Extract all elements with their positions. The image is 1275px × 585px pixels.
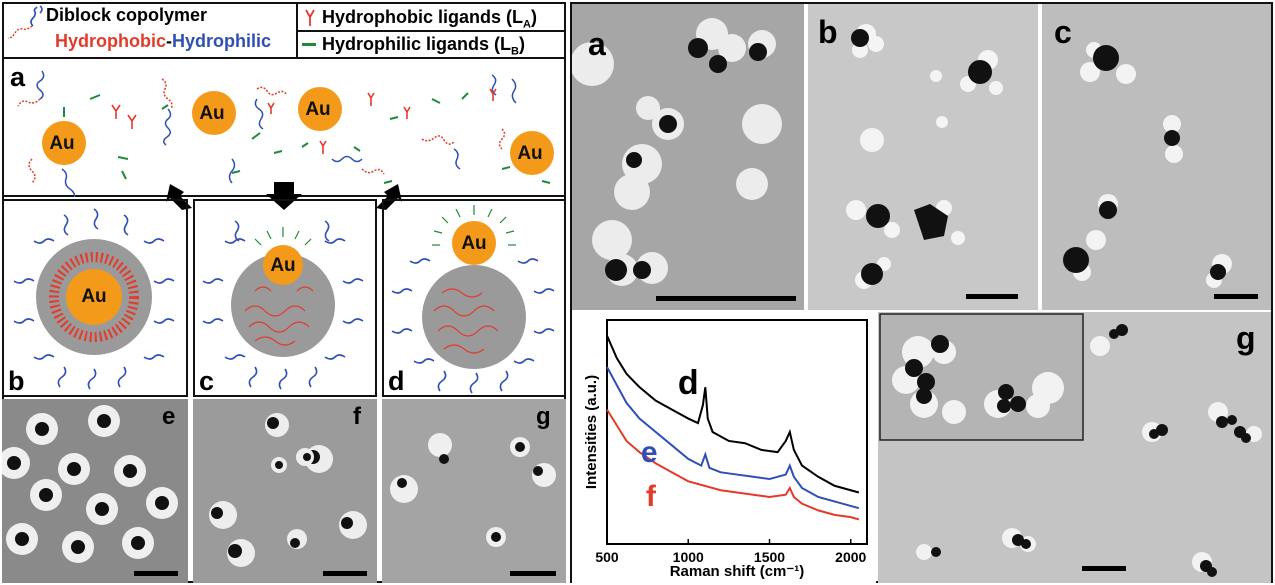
panel-b-box bbox=[2, 199, 188, 397]
panel-b-au: Au bbox=[81, 286, 107, 307]
panel-c-schematic bbox=[202, 220, 364, 390]
x-tick-label: 2000 bbox=[835, 549, 866, 565]
series-label-d: d bbox=[678, 364, 699, 402]
x-tick-label: 1500 bbox=[754, 549, 785, 565]
tem-panel-f bbox=[193, 399, 377, 583]
series-line-d bbox=[606, 335, 860, 494]
legend-diblock-label: Diblock copolymer bbox=[46, 5, 208, 25]
tem-right-c bbox=[1042, 4, 1271, 310]
x-tick-label: 1000 bbox=[673, 549, 704, 565]
right-a-label: a bbox=[588, 26, 606, 62]
panel-a-au-2: Au bbox=[199, 103, 225, 124]
tem-panel-g bbox=[382, 399, 566, 583]
panel-a-au-3: Au bbox=[305, 99, 331, 120]
legend-box bbox=[2, 2, 566, 59]
legend-hydrophobic: Hydrophobic bbox=[55, 31, 166, 51]
panel-c-au: Au bbox=[270, 255, 296, 276]
legend-ligand-b: Hydrophilic ligands (LB) bbox=[322, 34, 525, 58]
legend-dash: - bbox=[166, 31, 172, 51]
legend-divider-h bbox=[296, 30, 566, 32]
series-label-f: f bbox=[646, 480, 657, 513]
y-axis-label: Intensities (a.u.) bbox=[583, 375, 600, 489]
panel-a-au-4: Au bbox=[517, 143, 543, 164]
panel-d-schematic bbox=[391, 205, 555, 394]
legend-icons bbox=[7, 5, 43, 39]
panel-e-label: e bbox=[162, 403, 176, 430]
right-b-label: b bbox=[818, 14, 838, 50]
ligand-b-icon bbox=[302, 43, 316, 46]
series-line-f bbox=[606, 409, 860, 521]
plot-area bbox=[606, 319, 868, 545]
tem-right-g bbox=[878, 312, 1271, 583]
panel-b-schematic bbox=[13, 208, 175, 390]
panel-b-label: b bbox=[8, 366, 25, 396]
right-c-label: c bbox=[1054, 14, 1072, 50]
ligand-a-icon bbox=[305, 9, 315, 26]
right-g-label: g bbox=[1236, 320, 1256, 356]
panel-c-box bbox=[193, 199, 377, 397]
x-axis-label: Raman shift (cm⁻¹) bbox=[670, 563, 805, 580]
legend-ligand-a: Hydrophobic ligands (LA) bbox=[322, 7, 537, 31]
x-tick-label: 500 bbox=[595, 549, 619, 565]
tem-panel-e bbox=[2, 399, 188, 583]
legend-hydrophilic: Hydrophilic bbox=[172, 31, 272, 51]
panel-f-label: f bbox=[353, 403, 361, 430]
panel-d-box bbox=[382, 199, 566, 397]
tem-right-b bbox=[808, 4, 1038, 310]
legend-block-types: Hydrophobic-Hydrophilic bbox=[55, 32, 271, 50]
panel-a-label: a bbox=[10, 62, 26, 92]
series-line-e bbox=[606, 366, 860, 510]
panel-d-au: Au bbox=[461, 233, 487, 254]
raman-chart: 500 1000 1500 2000 d ef Intensities (a.u.) R… bbox=[583, 319, 868, 580]
panel-d-label: d bbox=[388, 366, 405, 396]
panel-a-schematic bbox=[17, 70, 554, 197]
raman-chart-panel bbox=[572, 312, 876, 583]
panel-a-au-1: Au bbox=[49, 133, 75, 154]
tem-right-a bbox=[572, 4, 804, 310]
panel-g-label: g bbox=[536, 403, 551, 430]
panel-c-label: c bbox=[199, 366, 215, 396]
series-label-e: e bbox=[641, 436, 658, 469]
